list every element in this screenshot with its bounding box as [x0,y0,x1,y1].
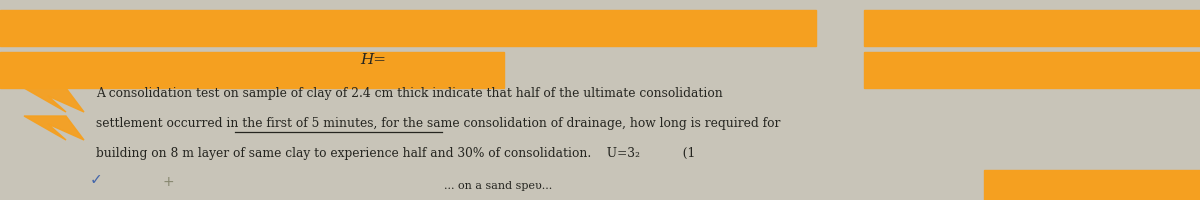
Text: De,: De, [102,66,122,78]
Text: ... on a sand speυ...: ... on a sand speυ... [444,181,552,191]
Bar [0,10,816,46]
Text: A consolidation test on sample of clay of 2.4 cm thick indicate that half of the: A consolidation test on sample of clay o… [96,88,722,100]
Text: Time.: Time. [1092,66,1124,78]
Text: settlement occurred in the first of 5 minutes, for the same consolidation of dra: settlement occurred in the first of 5 mi… [96,117,780,130]
Text: +: + [162,175,174,189]
Bar [0,52,504,88]
Bar [864,52,1200,88]
Bar [984,170,1200,200]
Text: building on 8 m layer of same clay to experience half and 30% of consolidation. : building on 8 m layer of same clay to ex… [96,148,695,160]
Bar [864,10,1200,46]
Text: ✓: ✓ [90,172,103,188]
Polygon shape [24,116,84,140]
Text: H=: H= [360,53,386,67]
Polygon shape [24,88,84,112]
